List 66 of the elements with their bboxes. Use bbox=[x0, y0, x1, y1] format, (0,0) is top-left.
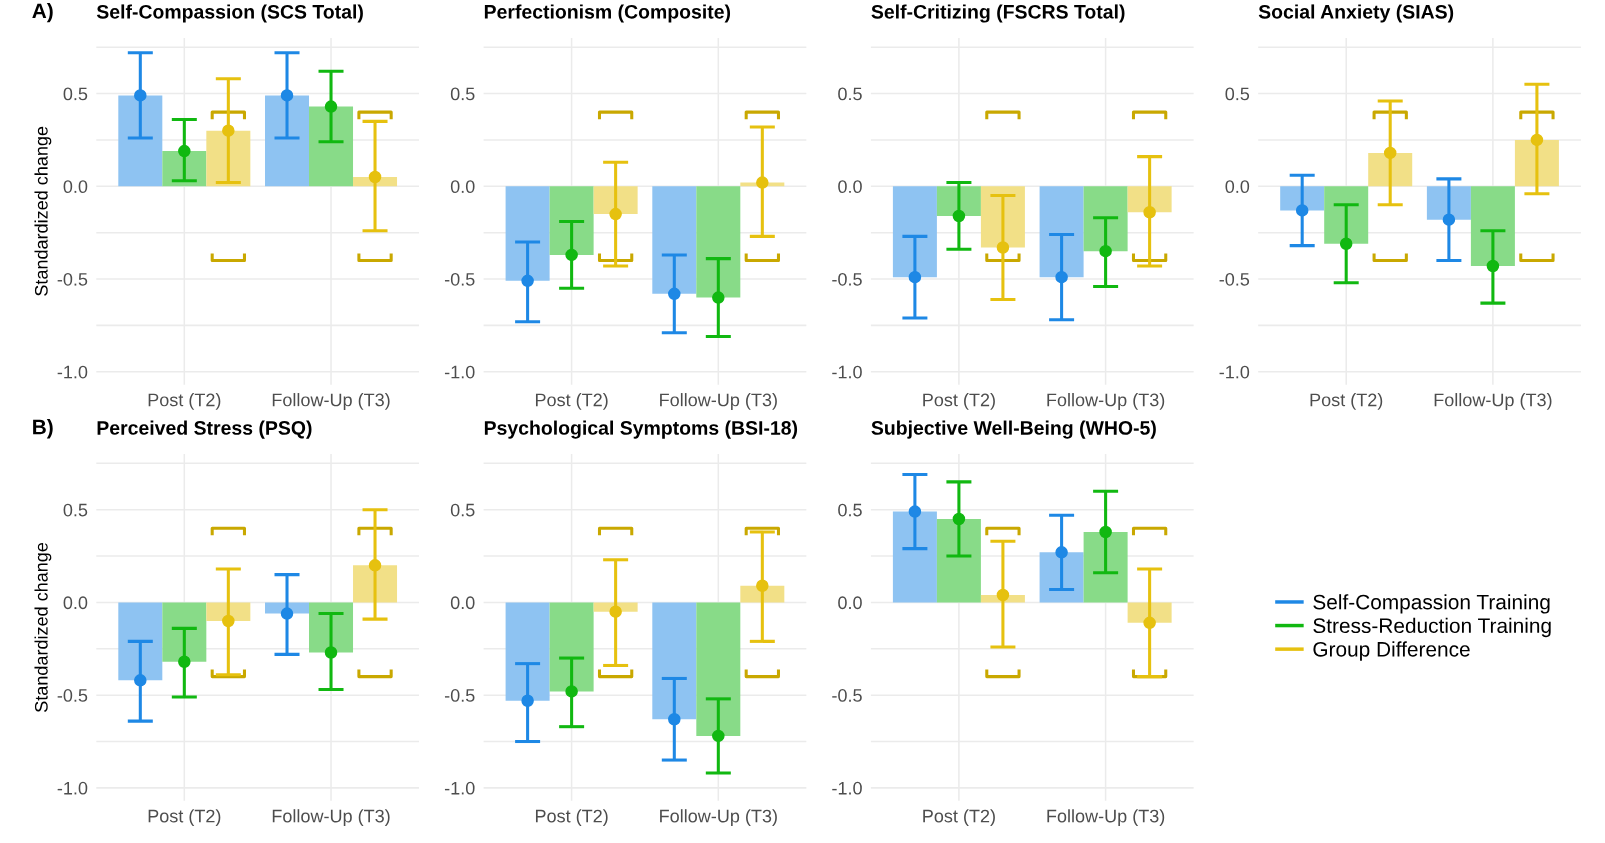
y-tick-label: -0.5 bbox=[1219, 272, 1250, 286]
legend-label: Stress-Reduction Training bbox=[1313, 617, 1551, 638]
y-axis-title: Standardized change bbox=[34, 126, 52, 296]
x-tick-label: Post (T2) bbox=[148, 809, 221, 827]
bar bbox=[1470, 186, 1515, 267]
x-tick-label: Post (T2) bbox=[535, 393, 608, 410]
chart-title: Perceived Stress (PSQ) bbox=[97, 420, 312, 439]
bar bbox=[1083, 531, 1128, 603]
bar bbox=[936, 518, 981, 603]
y-tick-label: -1.0 bbox=[57, 365, 88, 379]
x-tick-label: Follow-Up (T3) bbox=[1047, 393, 1165, 410]
y-axis-title: Standardized change bbox=[34, 542, 52, 712]
chart-title: Subjective Well-Being (WHO-5) bbox=[871, 420, 1156, 439]
y-tick-label: -1.0 bbox=[444, 781, 475, 795]
y-tick-label: -0.5 bbox=[444, 689, 475, 702]
x-tick-label: Post (T2) bbox=[535, 809, 608, 827]
legend-label: Self-Compassion Training bbox=[1313, 594, 1550, 614]
bar bbox=[265, 95, 310, 187]
y-tick-label: -1.0 bbox=[444, 365, 475, 379]
x-tick-label: Follow-Up (T3) bbox=[272, 393, 390, 410]
x-tick-label: Post (T2) bbox=[923, 809, 995, 827]
chart-title: Perfectionism (Composite) bbox=[484, 4, 731, 23]
y-tick-label: -0.5 bbox=[832, 689, 862, 702]
bar bbox=[309, 106, 354, 187]
y-tick-label: 0.0 bbox=[63, 596, 88, 610]
x-tick-label: Post (T2) bbox=[923, 393, 995, 410]
y-tick-label: -1.0 bbox=[832, 365, 862, 379]
y-tick-label: 0.5 bbox=[450, 503, 475, 517]
y-tick-label: 0.0 bbox=[450, 596, 475, 610]
y-tick-label: 0.5 bbox=[838, 503, 862, 517]
y-tick-label: 0.0 bbox=[63, 180, 88, 194]
y-tick-label: -0.5 bbox=[57, 689, 88, 702]
bar bbox=[1324, 186, 1369, 244]
y-tick-label: -1.0 bbox=[57, 781, 88, 795]
chart-title: Self-Critizing (FSCRS Total) bbox=[871, 4, 1125, 23]
y-tick-label: -0.5 bbox=[444, 272, 475, 286]
bar bbox=[118, 95, 163, 187]
chart-title: Self-Compassion (SCS Total) bbox=[96, 4, 363, 23]
x-tick-label: Post (T2) bbox=[148, 393, 221, 410]
y-tick-label: 0.5 bbox=[450, 87, 475, 101]
x-tick-label: Follow-Up (T3) bbox=[660, 809, 777, 827]
chart-title: Social Anxiety (SIAS) bbox=[1258, 4, 1454, 23]
y-tick-label: 0.5 bbox=[1225, 87, 1250, 101]
x-tick-label: Follow-Up (T3) bbox=[1434, 393, 1552, 410]
y-tick-label: 0.0 bbox=[838, 180, 862, 194]
y-tick-label: -0.5 bbox=[832, 272, 862, 286]
x-tick-label: Follow-Up (T3) bbox=[1047, 809, 1165, 827]
text: B) bbox=[33, 419, 53, 439]
x-tick-label: Post (T2) bbox=[1310, 393, 1383, 410]
y-tick-label: 0.5 bbox=[838, 87, 862, 101]
bar bbox=[1514, 139, 1559, 187]
y-tick-label: 0.0 bbox=[838, 596, 862, 610]
y-tick-label: 0.5 bbox=[63, 503, 88, 517]
y-tick-label: -0.5 bbox=[57, 272, 88, 286]
y-tick-label: -1.0 bbox=[1219, 365, 1250, 379]
text: A) bbox=[32, 2, 53, 23]
x-tick-label: Follow-Up (T3) bbox=[272, 809, 390, 827]
y-tick-label: 0.0 bbox=[450, 180, 475, 194]
y-tick-label: 0.0 bbox=[1225, 180, 1250, 194]
bar bbox=[1039, 552, 1084, 603]
chart-title: Psychological Symptoms (BSI-18) bbox=[484, 420, 798, 439]
x-tick-label: Follow-Up (T3) bbox=[660, 393, 777, 410]
y-tick-label: 0.5 bbox=[63, 87, 88, 101]
legend-label: Group Difference bbox=[1313, 641, 1470, 661]
bar bbox=[892, 511, 937, 603]
y-tick-label: -1.0 bbox=[832, 781, 862, 795]
